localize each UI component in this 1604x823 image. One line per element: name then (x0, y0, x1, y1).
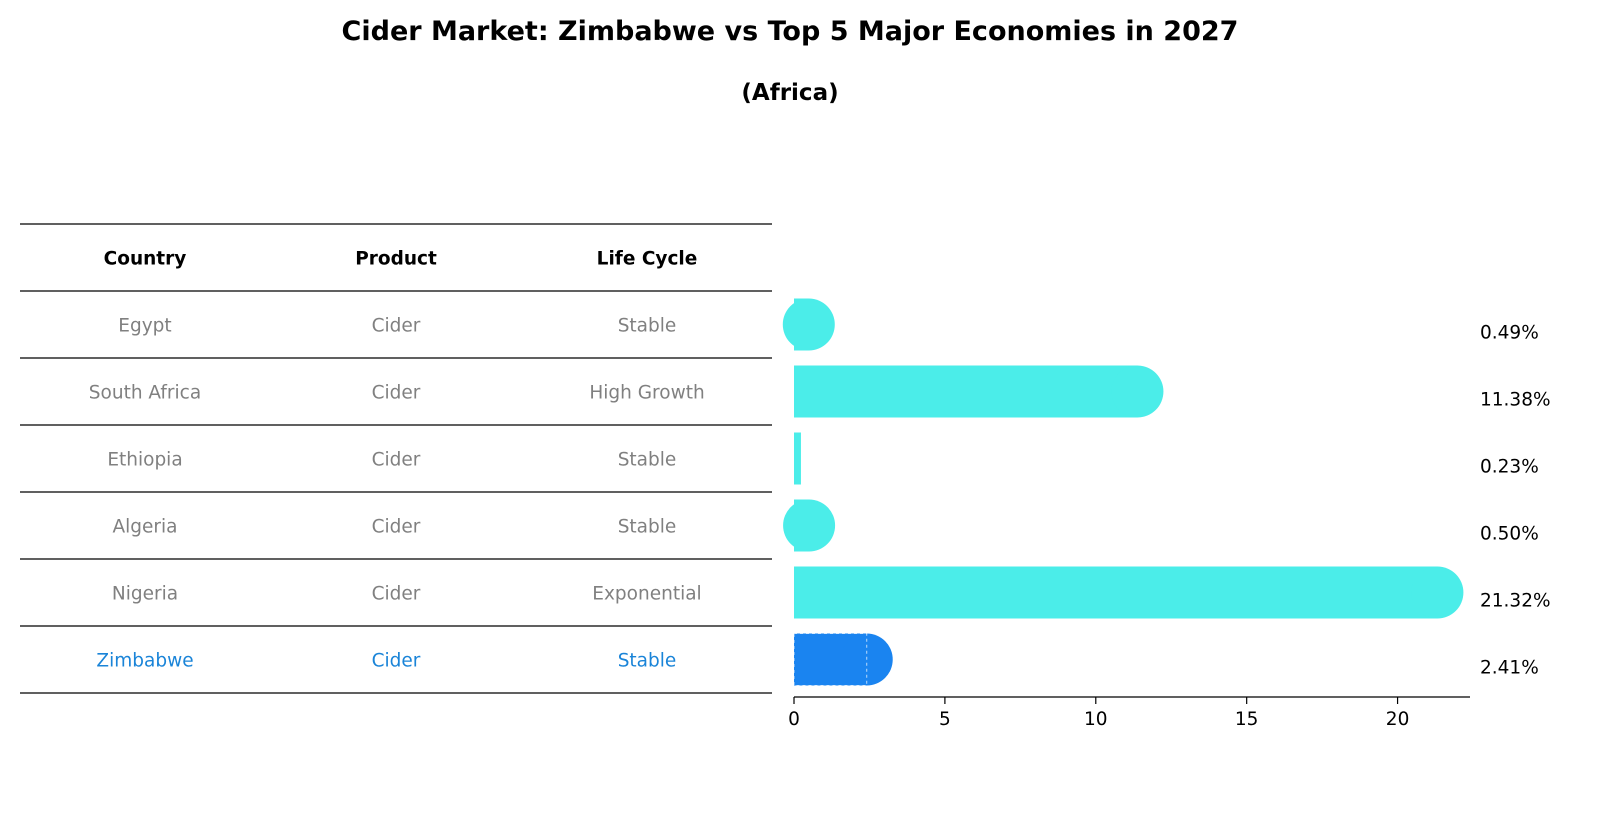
table-cell-life-cycle: Stable (618, 450, 677, 471)
table-cell-life-cycle: Exponential (592, 584, 701, 605)
x-tick-label: 15 (1235, 709, 1259, 730)
page-subtitle: (Africa) (741, 80, 839, 106)
bar-body (794, 365, 1138, 418)
table-cell-life-cycle: Stable (618, 517, 677, 538)
table-cell-life-cycle: Stable (618, 651, 677, 672)
bar-egypt (782, 298, 835, 351)
bar-value-label: 0.23% (1480, 457, 1539, 478)
table-cell-product: Cider (372, 450, 421, 471)
page-title: Cider Market: Zimbabwe vs Top 5 Major Ec… (341, 16, 1239, 47)
bar-nigeria (794, 566, 1464, 619)
table-row: Zimbabwe Cider Stable (96, 651, 676, 672)
bar-body (794, 432, 801, 485)
table-cell-country: Nigeria (112, 584, 178, 605)
bar-body (794, 566, 1438, 619)
table-cell-country: Egypt (118, 316, 171, 337)
x-axis: 0 5 10 15 20 (788, 696, 1470, 730)
bar-zimbabwe (793, 633, 893, 686)
x-tick-label: 20 (1386, 709, 1410, 730)
table-row: South Africa Cider High Growth (89, 383, 705, 404)
bar-value-label: 21.32% (1480, 591, 1551, 612)
bar-cap (1111, 365, 1164, 418)
bar-value-label: 2.41% (1480, 658, 1539, 679)
table-row: Algeria Cider Stable (112, 517, 676, 538)
bar-value-label: 0.49% (1480, 323, 1539, 344)
table-cell-country: South Africa (89, 383, 201, 404)
table-row: Ethiopia Cider Stable (107, 450, 676, 471)
table-cell-life-cycle: High Growth (589, 383, 704, 404)
table-row: Nigeria Cider Exponential (112, 584, 702, 605)
table-cell-product: Cider (372, 316, 421, 337)
table-cell-product: Cider (372, 651, 421, 672)
table-cell-product: Cider (372, 584, 421, 605)
bar-ethiopia (794, 432, 801, 485)
table-row: Egypt Cider Stable (118, 316, 676, 337)
table-cell-product: Cider (372, 517, 421, 538)
x-tick-label: 5 (939, 709, 951, 730)
bar-algeria (783, 499, 836, 552)
bar-highlight-outline (793, 633, 868, 686)
table-header: Product (355, 249, 437, 270)
table-cell-life-cycle: Stable (618, 316, 677, 337)
bar-south-africa (794, 365, 1164, 418)
table-cell-country: Zimbabwe (96, 651, 193, 672)
table-header: Life Cycle (597, 249, 698, 270)
table-cell-product: Cider (372, 383, 421, 404)
table-cell-country: Algeria (112, 517, 177, 538)
bar-value-label: 11.38% (1480, 390, 1551, 411)
bar-cap (1411, 566, 1464, 619)
x-tick-label: 10 (1084, 709, 1108, 730)
data-table: Country Product Life Cycle Egypt Cider Stable… (20, 223, 772, 694)
table-cell-country: Ethiopia (107, 450, 182, 471)
table-header: Country (104, 249, 187, 270)
bar-cap (782, 298, 835, 351)
bar-value-label: 0.50% (1480, 524, 1539, 545)
bar-cap (783, 499, 836, 552)
bar-chart: 0.49% 11.38% 0.23% 0.50% 21.32% 2.41% (782, 298, 1551, 686)
x-tick-label: 0 (788, 709, 800, 730)
